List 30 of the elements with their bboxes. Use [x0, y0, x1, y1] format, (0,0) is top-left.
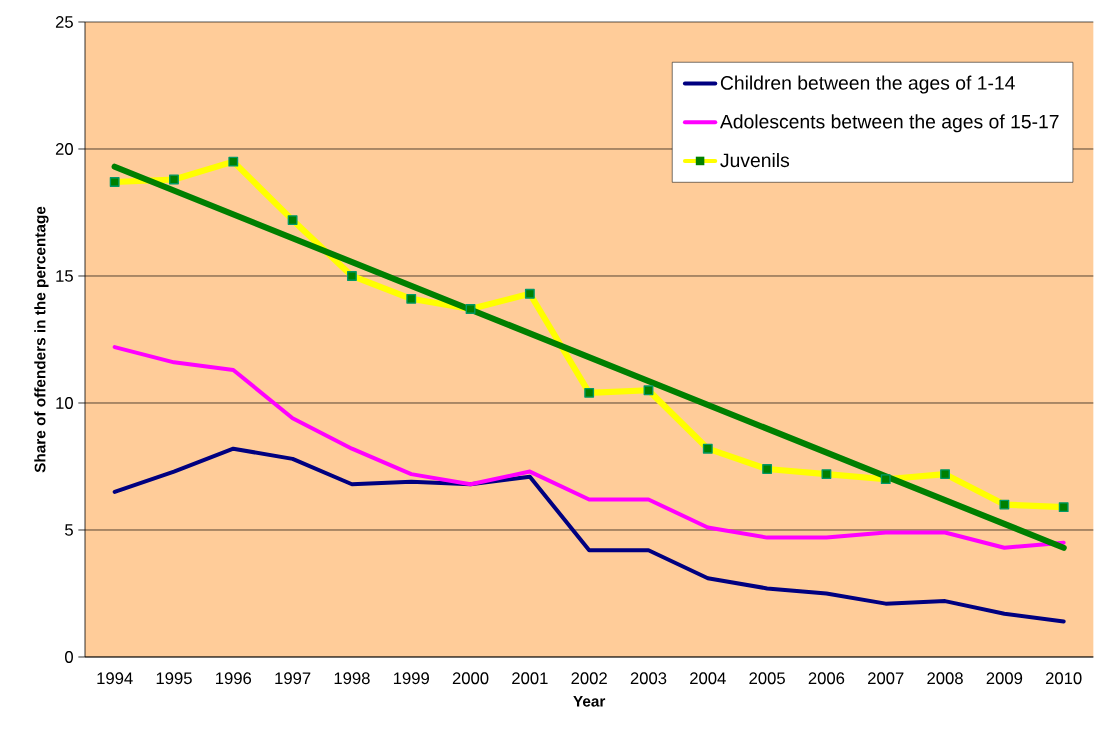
x-tick-label: 1999: [393, 672, 429, 685]
x-tick-label: 2010: [1045, 672, 1082, 685]
y-tick-label: 15: [56, 270, 73, 282]
x-tick-label: 1997: [275, 672, 311, 685]
x-tick-label: 2006: [808, 672, 845, 685]
line-series: [112, 446, 1066, 624]
legend-label: Juvenils: [720, 152, 790, 168]
x-axis-title: Year: [573, 695, 606, 707]
legend-label: Children between the ages of 1-14: [720, 75, 1015, 94]
x-tick-label: 2002: [571, 672, 607, 685]
x-tick-label: 1998: [334, 672, 370, 685]
y-tick-label: 10: [56, 397, 73, 409]
y-tick-label: 5: [65, 524, 73, 536]
x-tick-label: 2009: [986, 672, 1023, 685]
x-tick-label: 2004: [690, 672, 726, 685]
x-tick-label: 2001: [512, 672, 548, 685]
y-axis-title: Share of offenders in the percentage: [34, 206, 49, 473]
line-series: [112, 345, 1066, 550]
legend-label: Adolescents between the ages of 15-17: [719, 114, 1059, 133]
x-tick-label: 2005: [749, 672, 785, 685]
x-tick-label: 1994: [97, 672, 133, 685]
y-tick-label: 20: [55, 143, 73, 155]
y-tick-label: 25: [55, 16, 73, 28]
x-tick-label: 2007: [868, 672, 904, 685]
x-tick-label: 1996: [216, 672, 252, 685]
x-tick-label: 2003: [630, 672, 667, 685]
y-tick-label: 0: [65, 651, 73, 663]
x-tick-label: 2008: [927, 672, 963, 685]
x-tick-label: 1995: [156, 672, 192, 685]
x-tick-label: 2000: [452, 672, 489, 685]
